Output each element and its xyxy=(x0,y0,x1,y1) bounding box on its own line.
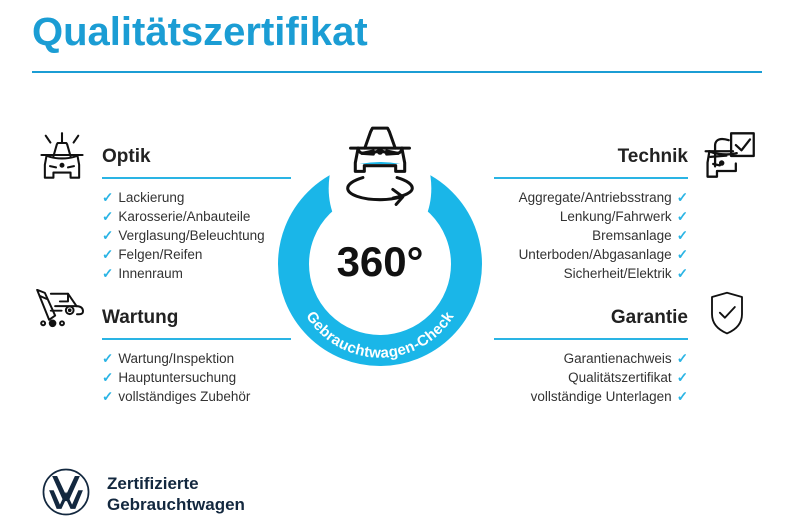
svg-text:360°: 360° xyxy=(337,238,424,285)
